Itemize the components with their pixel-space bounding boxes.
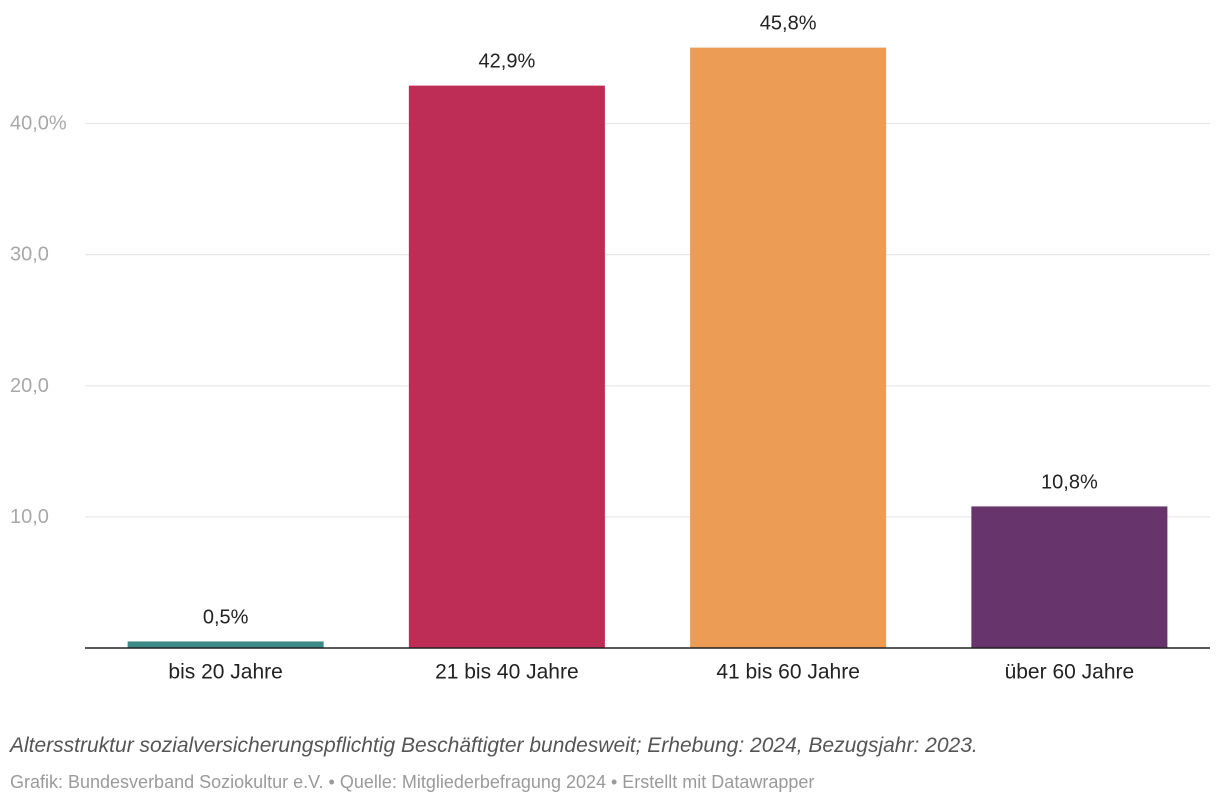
y-tick-label: 10,0 [10, 506, 49, 528]
y-tick-label: 30,0 [10, 244, 49, 266]
x-axis-category-labels: bis 20 Jahre 21 bis 40 Jahre 41 bis 60 Jah… [168, 661, 1134, 684]
bar-2 [408, 85, 605, 649]
y-tick-label: 20,0 [10, 375, 49, 397]
x-category-label: bis 20 Jahre [168, 661, 282, 684]
data-label: 0,5% [203, 606, 249, 628]
x-category-label: 41 bis 60 Jahre [716, 661, 860, 684]
bars [127, 47, 1168, 649]
bar-1 [127, 641, 324, 648]
chart-credits: Grafik: Bundesverband Soziokultur e.V. •… [10, 772, 815, 792]
bar-3 [690, 47, 887, 649]
data-label: 42,9% [479, 51, 536, 73]
bar-chart: 10,0 20,0 30,0 40,0% 0,5% 42,9% 45,8% 10,8% bi… [10, 13, 1210, 684]
data-label: 10,8% [1041, 471, 1098, 493]
x-category-label: 21 bis 40 Jahre [435, 661, 579, 684]
y-tick-label: 40,0% [10, 113, 67, 135]
data-labels: 0,5% 42,9% 45,8% 10,8% [203, 13, 1098, 629]
bar-4 [971, 506, 1168, 648]
gridlines [85, 123, 1210, 518]
x-category-label: über 60 Jahre [1005, 661, 1135, 684]
data-label: 45,8% [760, 13, 817, 35]
chart-caption: Altersstruktur sozialversicherungspflich… [10, 734, 978, 757]
y-axis-tick-labels: 10,0 20,0 30,0 40,0% [10, 113, 67, 528]
